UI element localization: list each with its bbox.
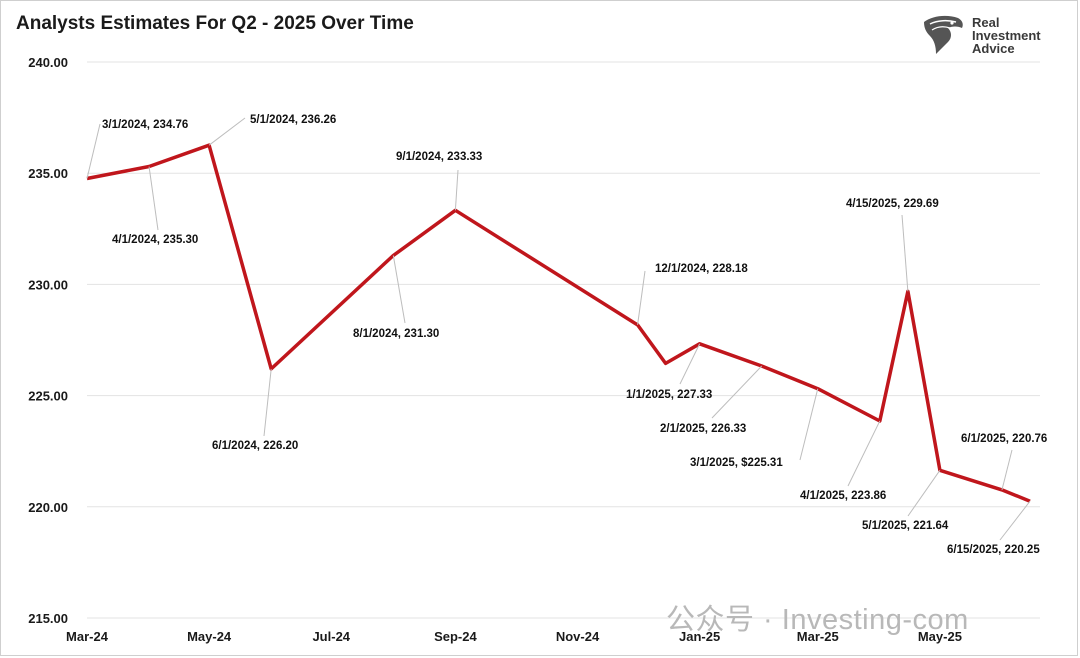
data-label: 4/1/2025, 223.86	[800, 490, 886, 502]
data-label: 3/1/2025, $225.31	[690, 457, 783, 469]
x-tick-label: May-25	[918, 629, 962, 644]
logo-line-2: Investment	[972, 28, 1041, 43]
x-tick-label: May-24	[187, 629, 232, 644]
y-tick-label: 230.00	[28, 277, 68, 292]
data-label: 5/1/2024, 236.26	[250, 114, 336, 126]
data-label: 5/1/2025, 221.64	[862, 520, 949, 532]
x-tick-label: Nov-24	[556, 629, 600, 644]
y-tick-label: 235.00	[28, 166, 68, 181]
leader-line	[86, 123, 101, 179]
leader-line	[711, 365, 763, 419]
leader-line	[907, 470, 941, 517]
leader-line	[901, 214, 909, 292]
leader-line	[637, 270, 646, 325]
data-label: 1/1/2025, 227.33	[626, 389, 712, 401]
watermark-text: 公众号 · Investing-com	[666, 604, 969, 636]
data-label: 6/15/2025, 220.25	[947, 544, 1040, 556]
leader-line	[263, 368, 272, 437]
data-label: 3/1/2024, 234.76	[102, 119, 188, 131]
leader-line	[999, 500, 1031, 541]
x-tick-label: Jul-24	[312, 629, 350, 644]
series-line	[86, 143, 1031, 503]
brand-logo: Real Investment Advice	[922, 14, 1072, 58]
leader-line	[392, 255, 406, 324]
leader-line	[799, 388, 819, 461]
y-tick-label: 225.00	[28, 389, 68, 404]
x-tick-label: Sep-24	[434, 629, 477, 644]
chart-title: Analysts Estimates For Q2 - 2025 Over Ti…	[16, 13, 414, 34]
y-tick-label: 220.00	[28, 500, 68, 515]
x-tick-label: Jan-25	[679, 629, 720, 644]
data-label: 12/1/2024, 228.18	[655, 263, 748, 275]
logo-line-3: Advice	[972, 41, 1015, 56]
data-label: 4/1/2024, 235.30	[112, 234, 198, 246]
x-tick-label: Mar-24	[66, 629, 109, 644]
leader-line	[847, 420, 881, 487]
y-tick-label: 240.00	[28, 55, 68, 70]
logo-line-1: Real	[972, 15, 1000, 30]
eagle-head-icon	[924, 15, 963, 54]
leader-line	[679, 343, 701, 385]
data-label: 6/1/2025, 220.76	[961, 433, 1047, 445]
data-label: 4/15/2025, 229.69	[846, 198, 939, 210]
data-label: 2/1/2025, 226.33	[660, 423, 746, 435]
data-label: 8/1/2024, 231.30	[353, 328, 439, 340]
x-tick-label: Mar-25	[797, 629, 839, 644]
data-label: 9/1/2024, 233.33	[396, 151, 482, 163]
data-label: 6/1/2024, 226.20	[212, 440, 298, 452]
leader-line	[148, 166, 159, 231]
leader-line	[208, 117, 246, 146]
leader-line	[1001, 449, 1013, 491]
leader-line	[454, 169, 459, 211]
y-tick-label: 215.00	[28, 611, 68, 626]
